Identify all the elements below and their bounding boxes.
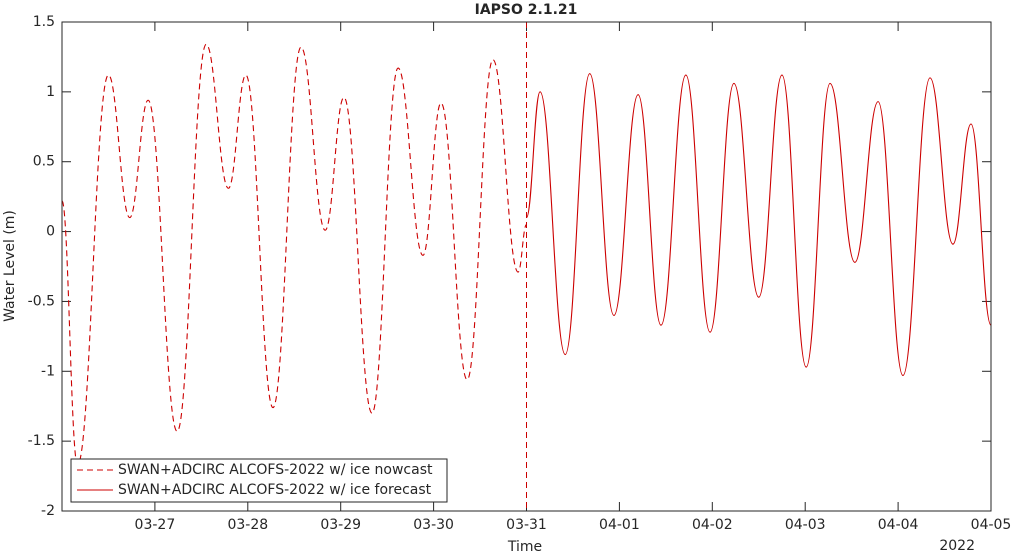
y-tick-label: -0.5 [28,293,55,309]
series-line [525,73,992,377]
y-tick-label: 0.5 [33,154,55,170]
series-line [61,43,528,466]
x-tick-label: 03-29 [320,517,361,533]
x-tick-label: 03-30 [413,517,454,533]
x-tick-label: 04-02 [692,517,733,533]
legend-box [70,458,448,503]
y-tick-label: -1.5 [28,433,55,449]
legend-label: SWAN+ADCIRC ALCOFS-2022 w/ ice forecast [118,482,432,498]
legend-label: SWAN+ADCIRC ALCOFS-2022 w/ ice nowcast [118,462,433,478]
y-tick-label: 0 [46,224,55,240]
x-tick-label: 04-01 [599,517,640,533]
y-tick-label: 1.5 [33,14,55,30]
x-year-label: 2022 [939,538,975,554]
x-tick-label: 03-31 [506,517,547,533]
x-tick-label: 03-27 [135,517,176,533]
x-tick-label: 03-28 [227,517,268,533]
x-tick-label: 04-03 [785,517,826,533]
chart-title: IAPSO 2.1.21 [475,2,578,18]
legend: SWAN+ADCIRC ALCOFS-2022 w/ ice nowcast SW… [70,458,448,503]
y-axis-label: Water Level (m) [2,210,18,322]
y-tick-label: -2 [41,503,55,519]
y-tick-label: 1 [46,84,55,100]
x-axis-label: Time [507,539,542,555]
y-tick-label: -1 [41,363,55,379]
x-tick-label: 04-05 [971,517,1012,533]
axes-box [61,21,992,512]
x-tick-label: 04-04 [878,517,919,533]
